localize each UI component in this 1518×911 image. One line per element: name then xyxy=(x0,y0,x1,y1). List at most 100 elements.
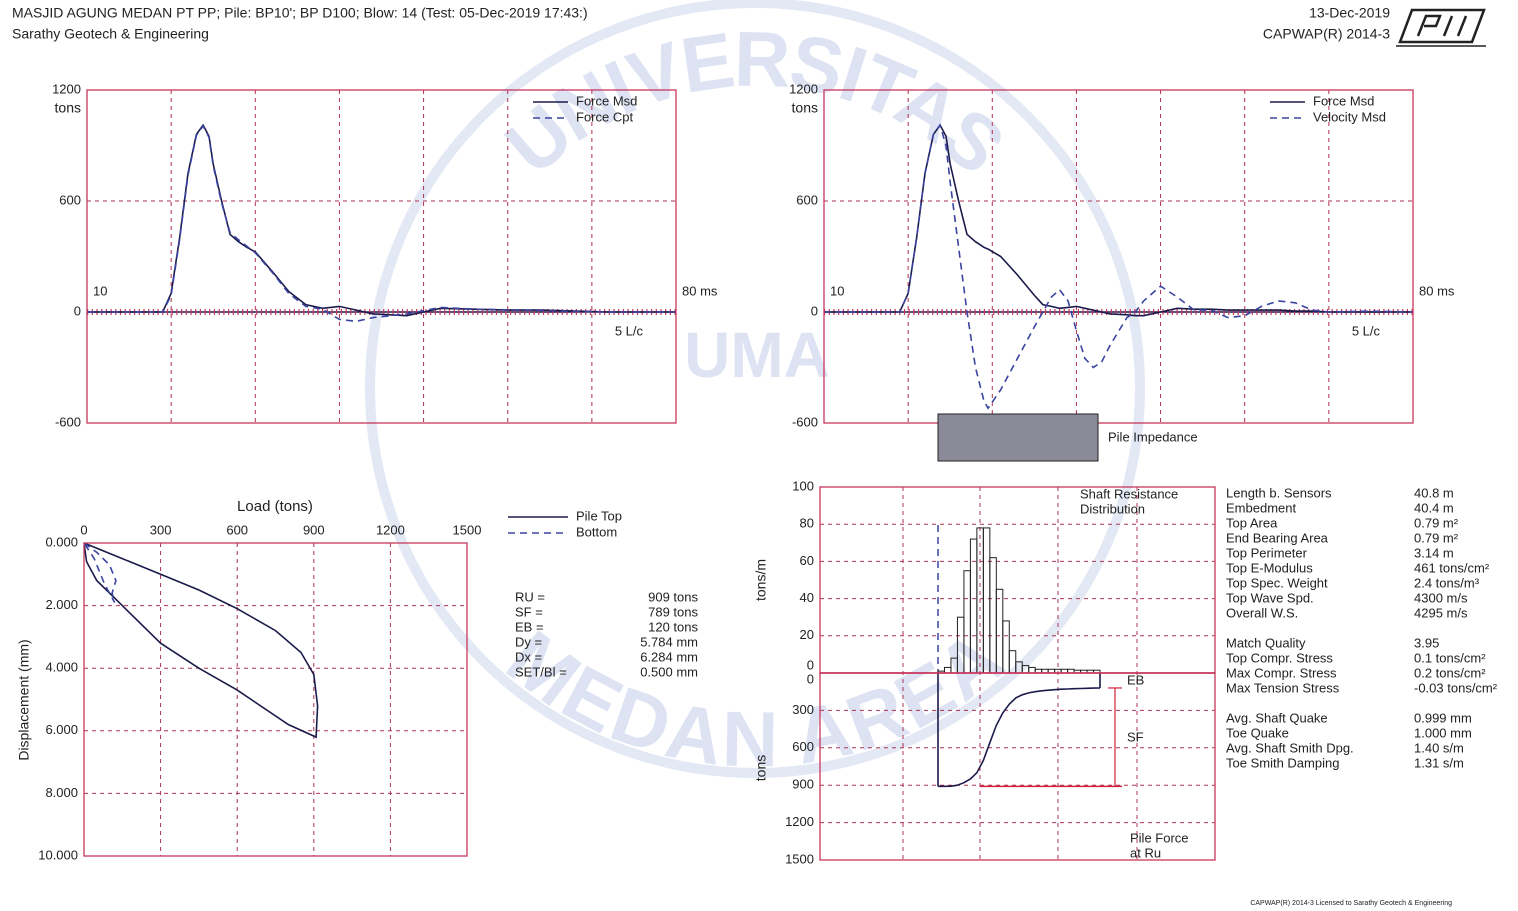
property-label: Top E-Modulus xyxy=(1226,560,1313,575)
y-tick-label: 1500 xyxy=(785,851,814,866)
annotation: Shaft Resistance xyxy=(1080,486,1178,501)
y-tick-label: 80 xyxy=(800,516,814,531)
y-tick-label: 100 xyxy=(792,478,814,493)
property-value: 2.4 tons/m³ xyxy=(1414,575,1480,590)
series-line xyxy=(824,125,1413,316)
y-tick-label: 10.000 xyxy=(38,847,78,862)
x-tick-label: 300 xyxy=(150,522,172,537)
result-value: 6.284 mm xyxy=(640,649,698,664)
x-tick-label: 0 xyxy=(80,522,87,537)
y-tick-label: 1200 xyxy=(785,814,814,829)
pile-impedance-label: Pile Impedance xyxy=(1108,429,1198,444)
y-tick-label: -600 xyxy=(55,414,81,429)
y-tick-label: 300 xyxy=(792,702,814,717)
eb-label: EB xyxy=(1127,672,1144,687)
y-tick-label: 4.000 xyxy=(45,660,78,675)
property-value: 3.95 xyxy=(1414,635,1439,650)
property-label: Avg. Shaft Quake xyxy=(1226,710,1328,725)
y-tick-label: 1200 xyxy=(789,81,818,96)
x-tick-label: 10 xyxy=(93,283,107,298)
property-value: 1.31 s/m xyxy=(1414,755,1464,770)
property-value: 0.2 tons/cm² xyxy=(1414,665,1486,680)
annotation: 5 L/c xyxy=(615,323,644,338)
property-value: 0.999 mm xyxy=(1414,710,1472,725)
plot-frame xyxy=(820,487,1215,673)
y-axis-label: tons xyxy=(753,755,769,781)
property-label: Top Wave Spd. xyxy=(1226,590,1314,605)
x-tick-label: 80 ms xyxy=(1419,283,1455,298)
y-tick-label: 0 xyxy=(807,657,814,672)
report-title: MASJID AGUNG MEDAN PT PP; Pile: BP10'; B… xyxy=(12,5,588,21)
company: Sarathy Geotech & Engineering xyxy=(12,26,209,42)
logo xyxy=(1396,10,1486,46)
result-label: SET/Bl = xyxy=(515,664,567,679)
watermark-center: UMA xyxy=(684,319,830,391)
y-tick-label: 2.000 xyxy=(45,597,78,612)
property-label: Top Perimeter xyxy=(1226,545,1308,560)
property-value: 0.1 tons/cm² xyxy=(1414,650,1486,665)
legend-label: Force Msd xyxy=(576,93,637,108)
y-tick-label: 60 xyxy=(800,553,814,568)
y-tick-label: 6.000 xyxy=(45,722,78,737)
y-tick-label: 20 xyxy=(800,627,814,642)
y-axis-label: tons xyxy=(55,100,81,116)
y-tick-label: 600 xyxy=(796,192,818,207)
property-label: Toe Smith Damping xyxy=(1226,755,1339,770)
pile-impedance-box xyxy=(938,414,1098,461)
property-label: Embedment xyxy=(1226,500,1296,515)
property-value: 461 tons/cm² xyxy=(1414,560,1490,575)
x-tick-label: 1500 xyxy=(453,522,482,537)
property-value: 0.79 m² xyxy=(1414,530,1459,545)
property-label: Top Compr. Stress xyxy=(1226,650,1333,665)
result-value: 5.784 mm xyxy=(640,634,698,649)
y-tick-label: 600 xyxy=(792,739,814,754)
report: UNIVERSITAS MEDAN AREA UMA MASJID AGUNG … xyxy=(0,0,1518,911)
y-axis-label: tons xyxy=(792,100,818,116)
legend-label: Velocity Msd xyxy=(1313,109,1386,124)
result-value: 909 tons xyxy=(648,589,698,604)
y-axis-label: Displacement (mm) xyxy=(16,639,32,760)
result-value: 120 tons xyxy=(648,619,698,634)
x-tick-label: 80 ms xyxy=(682,283,718,298)
property-value: 1.000 mm xyxy=(1414,725,1472,740)
plot-frame xyxy=(84,543,467,856)
property-label: Top Area xyxy=(1226,515,1278,530)
y-tick-label: 0 xyxy=(74,303,81,318)
legend-label: Bottom xyxy=(576,524,617,539)
property-label: Top Spec. Weight xyxy=(1226,575,1328,590)
property-value: -0.03 tons/cm² xyxy=(1414,680,1498,695)
x-tick-label: 900 xyxy=(303,522,325,537)
x-axis-label: Load (tons) xyxy=(237,498,313,515)
legend-label: Pile Top xyxy=(576,508,622,523)
property-label: Overall W.S. xyxy=(1226,605,1298,620)
y-tick-label: 1200 xyxy=(52,81,81,96)
footer: CAPWAP(R) 2014-3 Licensed to Sarathy Geo… xyxy=(1250,900,1452,907)
result-label: RU = xyxy=(515,589,545,604)
y-tick-label: 0 xyxy=(807,671,814,686)
y-tick-label: 0.000 xyxy=(45,534,78,549)
series-line xyxy=(84,543,318,737)
y-axis-label: tons/m xyxy=(753,559,769,601)
property-label: Length b. Sensors xyxy=(1226,485,1332,500)
sf-label: SF xyxy=(1127,729,1144,744)
legend-label: Force Cpt xyxy=(576,109,633,124)
y-tick-label: 8.000 xyxy=(45,785,78,800)
annotation: Pile Force xyxy=(1130,830,1189,845)
bar xyxy=(1029,667,1035,673)
property-value: 1.40 s/m xyxy=(1414,740,1464,755)
result-label: EB = xyxy=(515,619,544,634)
y-tick-label: 900 xyxy=(792,777,814,792)
annotation: at Ru xyxy=(1130,845,1161,860)
annotation: 5 L/c xyxy=(1352,323,1381,338)
report-date: 13-Dec-2019 xyxy=(1309,5,1390,21)
y-tick-label: 40 xyxy=(800,590,814,605)
watermark-top: UNIVERSITAS xyxy=(489,14,1022,191)
property-value: 3.14 m xyxy=(1414,545,1454,560)
result-label: SF = xyxy=(515,604,543,619)
result-value: 789 tons xyxy=(648,604,698,619)
property-label: Max Tension Stress xyxy=(1226,680,1340,695)
annotation: Distribution xyxy=(1080,501,1145,516)
property-value: 4300 m/s xyxy=(1414,590,1468,605)
y-tick-label: 0 xyxy=(811,303,818,318)
x-tick-label: 600 xyxy=(226,522,248,537)
